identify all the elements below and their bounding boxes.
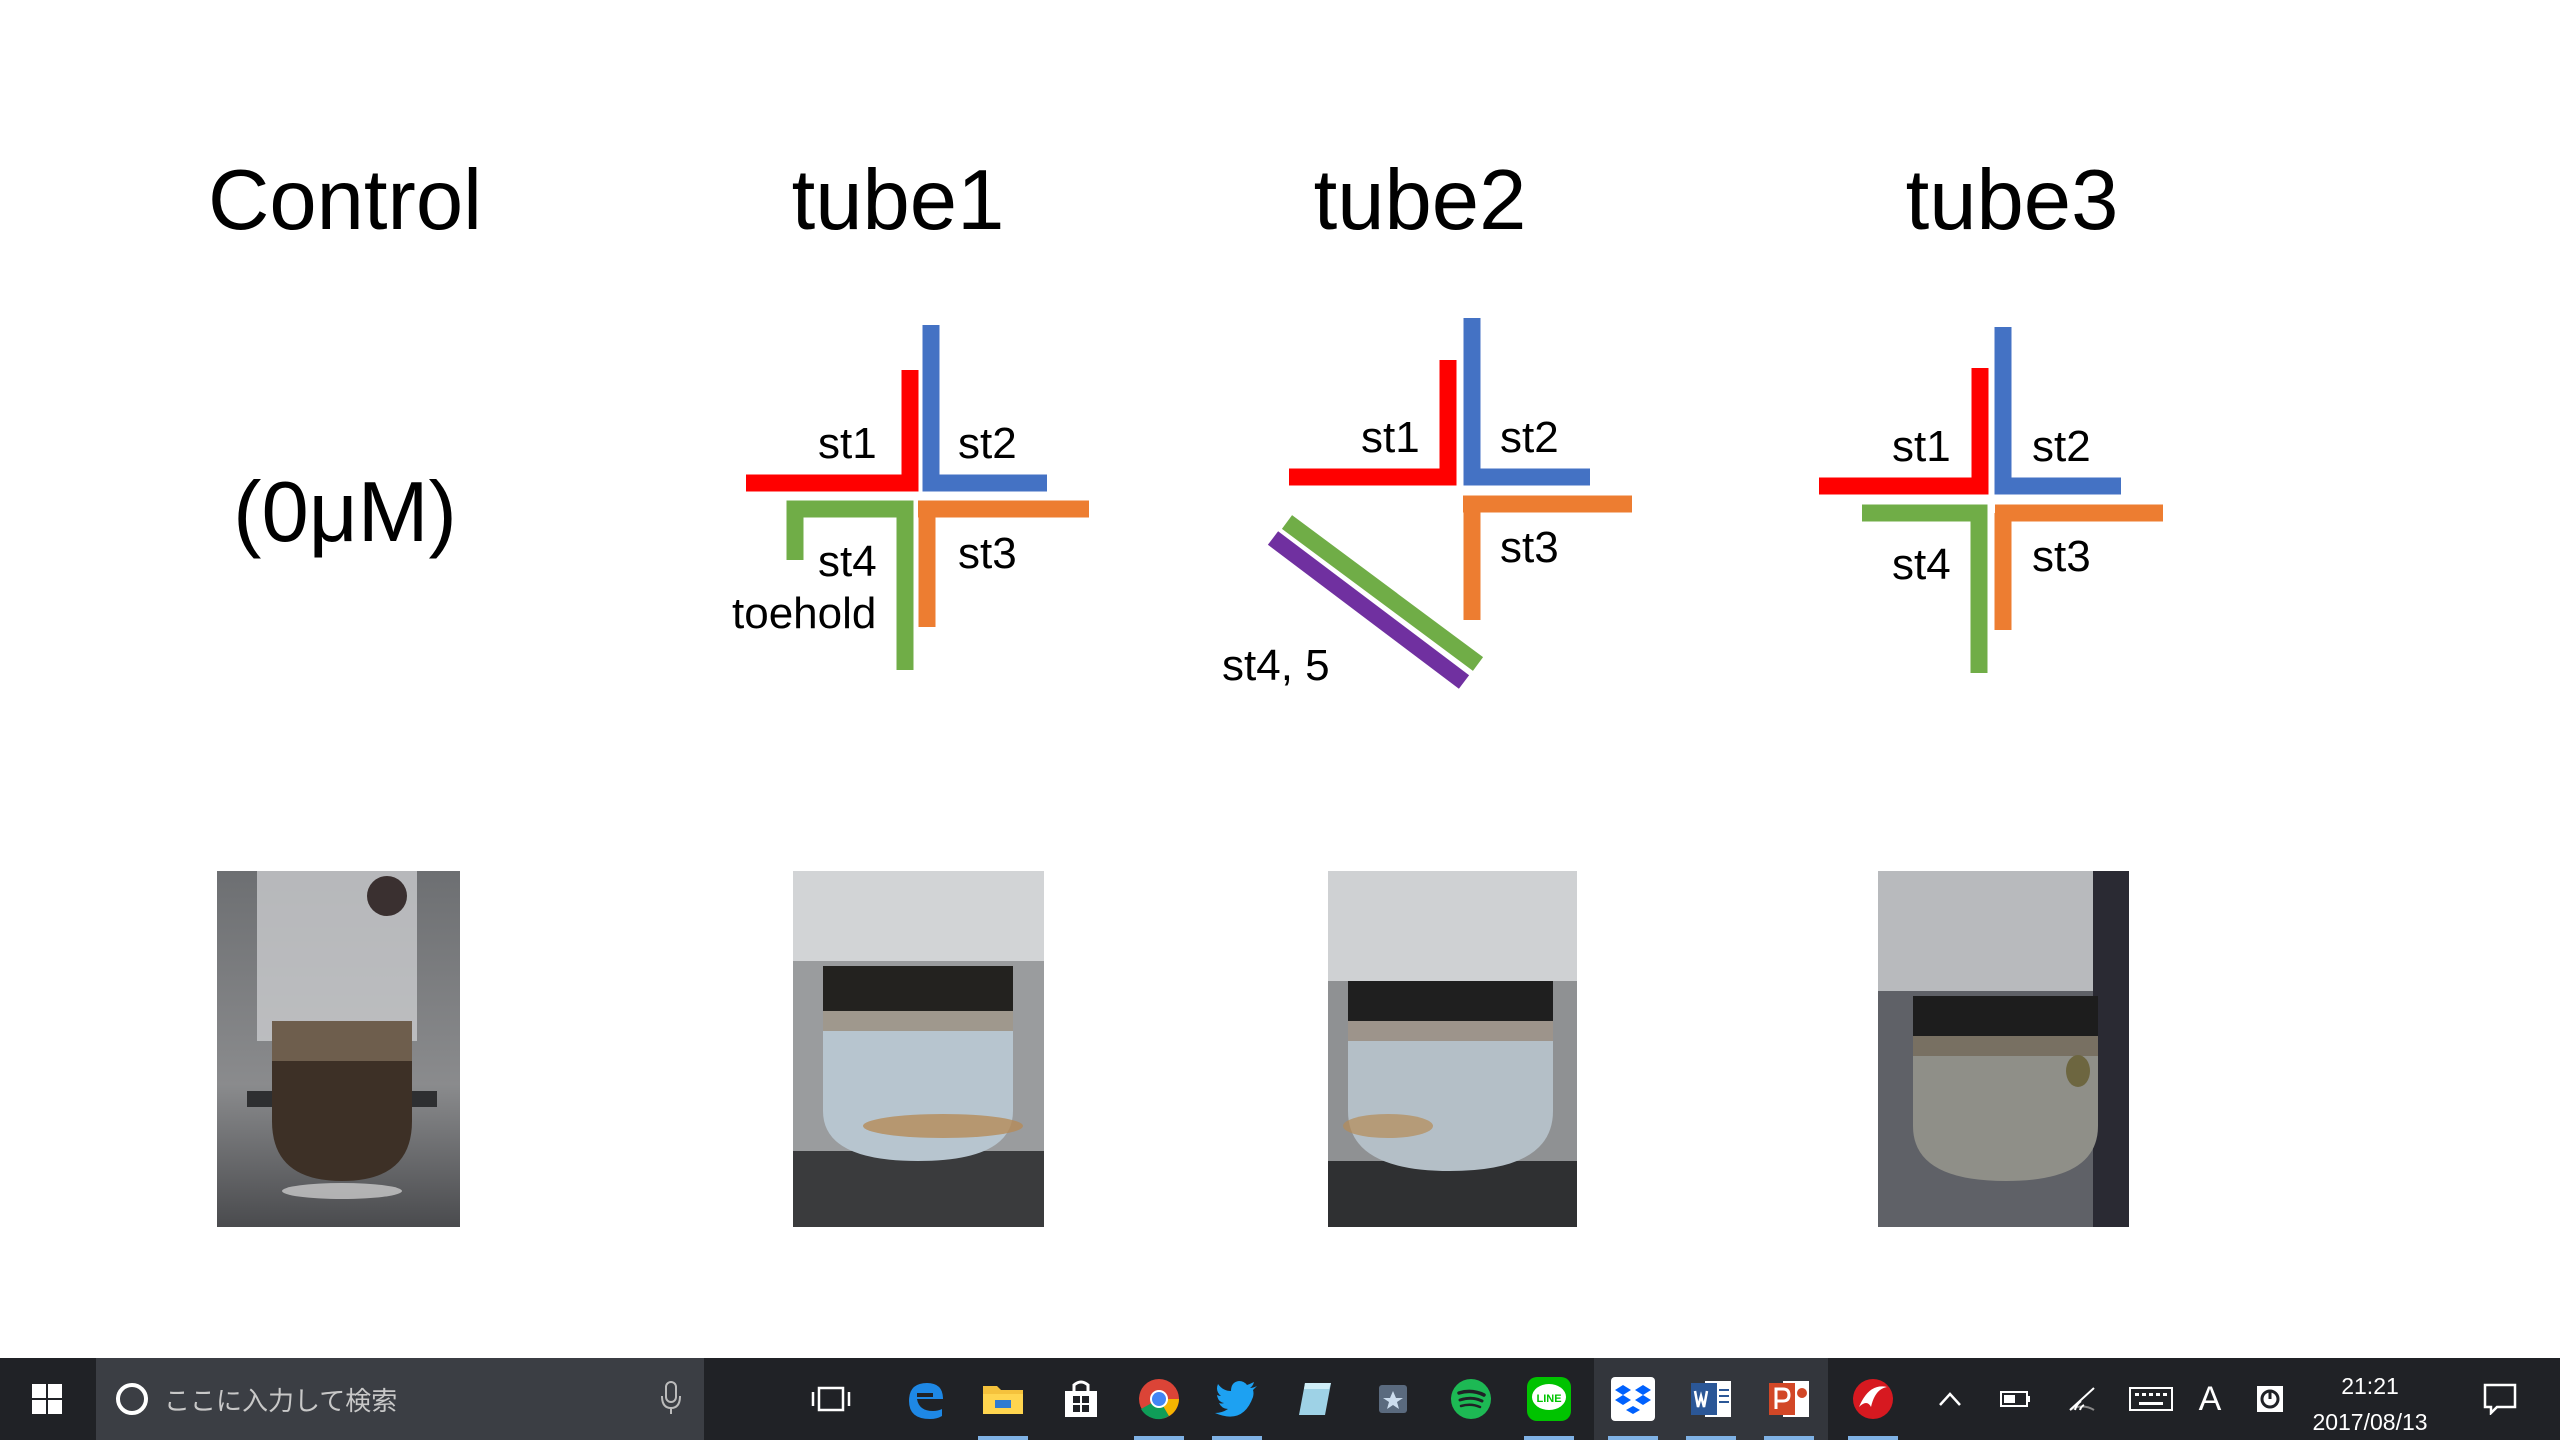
touch-keyboard-button[interactable] xyxy=(2124,1358,2178,1440)
tube1-st4-label: st4 xyxy=(818,537,877,586)
tube2-diagram: st1 st2 st3 st4, 5 xyxy=(1222,318,1632,690)
tube3-st2-strand xyxy=(1994,327,2121,495)
taskbar-app-photos[interactable] xyxy=(1354,1358,1432,1440)
tube2-st45-label: st4, 5 xyxy=(1222,641,1330,690)
microphone-icon[interactable] xyxy=(660,1380,682,1416)
photos-icon xyxy=(1379,1385,1407,1413)
taskbar-app-file-explorer[interactable] xyxy=(964,1358,1042,1440)
chevron-up-icon xyxy=(1939,1392,1961,1406)
taskbar-app-dropbox[interactable] xyxy=(1594,1358,1672,1440)
trend-micro-icon xyxy=(1853,1379,1893,1419)
title-tube1: tube1 xyxy=(791,153,1005,248)
tube2-st1-strand xyxy=(1289,360,1457,486)
app-tray-icon xyxy=(2257,1386,2283,1412)
taskbar-app-line[interactable]: LINE xyxy=(1510,1358,1588,1440)
ime-mode-indicator[interactable]: A xyxy=(2198,1379,2222,1418)
tube3-diagram: st1 st2 st3 st4 xyxy=(1819,327,2163,673)
battery-icon xyxy=(2000,1391,2030,1407)
taskbar: ここに入力して検索 xyxy=(0,1358,2560,1440)
strand-diagrams: st1 st2 st3 st4 toehold st1 st2 st3 st4,… xyxy=(732,318,2163,690)
taskbar-app-edge[interactable] xyxy=(886,1358,964,1440)
search-placeholder: ここに入力して検索 xyxy=(164,1385,398,1416)
task-view-button[interactable] xyxy=(792,1358,870,1440)
taskbar-app-store[interactable] xyxy=(1042,1358,1120,1440)
svg-text:LINE: LINE xyxy=(1536,1393,1561,1405)
windows-icon xyxy=(32,1384,62,1414)
tube2-st4-strand xyxy=(1281,515,1484,671)
network-button[interactable] xyxy=(2060,1358,2104,1440)
taskbar-app-powerpoint[interactable] xyxy=(1750,1358,1828,1440)
taskbar-app-notes[interactable] xyxy=(1276,1358,1354,1440)
tube3-st2-label: st2 xyxy=(2032,422,2091,471)
tube1-st1-label: st1 xyxy=(818,419,877,468)
taskbar-app-twitter[interactable] xyxy=(1198,1358,1276,1440)
tube1-toehold-label: toehold xyxy=(732,589,876,638)
tube1-st1-strand xyxy=(746,370,919,492)
clock-time: 21:21 xyxy=(2341,1373,2399,1399)
tube3-st4-strand xyxy=(1862,504,1988,673)
photo-tube2 xyxy=(1328,871,1577,1227)
folder-icon xyxy=(983,1386,1023,1414)
cortana-icon xyxy=(116,1383,148,1415)
tube2-st5-strand xyxy=(1267,531,1470,689)
chrome-icon xyxy=(1139,1379,1179,1420)
search-box[interactable]: ここに入力して検索 xyxy=(96,1358,704,1440)
action-center-button[interactable] xyxy=(2470,1358,2530,1440)
clock[interactable]: 21:21 2017/08/13 xyxy=(2300,1368,2440,1440)
control-concentration: (0μM) xyxy=(233,465,457,560)
tube1-st2-strand xyxy=(922,325,1047,492)
store-icon xyxy=(1065,1380,1097,1417)
taskbar-app-trend-micro[interactable] xyxy=(1834,1358,1912,1440)
battery-button[interactable] xyxy=(1994,1358,2038,1440)
spotify-icon xyxy=(1451,1379,1491,1419)
photo-control xyxy=(217,871,460,1227)
clock-app-button[interactable] xyxy=(2250,1358,2290,1440)
keyboard-icon xyxy=(2129,1387,2173,1411)
tube2-st2-label: st2 xyxy=(1500,413,1559,462)
notes-icon xyxy=(1299,1383,1331,1415)
show-hidden-icons-button[interactable] xyxy=(1930,1358,1970,1440)
tube2-st2-strand xyxy=(1463,318,1590,486)
title-control: Control xyxy=(207,153,483,248)
tube1-st3-label: st3 xyxy=(958,529,1017,578)
tube1-st4-strand xyxy=(786,500,914,670)
tube3-st1-label: st1 xyxy=(1892,422,1951,471)
tube1-st2-label: st2 xyxy=(958,419,1017,468)
title-tube2: tube2 xyxy=(1313,153,1527,248)
tube1-diagram: st1 st2 st3 st4 toehold xyxy=(732,325,1089,670)
taskbar-app-spotify[interactable] xyxy=(1432,1358,1510,1440)
photo-tube1 xyxy=(793,871,1044,1227)
start-button[interactable] xyxy=(0,1358,94,1440)
word-icon xyxy=(1691,1381,1731,1417)
tube3-st3-label: st3 xyxy=(2032,532,2091,581)
title-tube3: tube3 xyxy=(1905,153,2119,248)
powerpoint-icon xyxy=(1769,1381,1809,1417)
tube3-st1-strand xyxy=(1819,368,1989,495)
edge-icon xyxy=(909,1383,943,1419)
tube2-st1-label: st1 xyxy=(1361,413,1420,462)
tube2-st3-label: st3 xyxy=(1500,523,1559,572)
taskbar-app-word[interactable] xyxy=(1672,1358,1750,1440)
twitter-icon xyxy=(1215,1381,1257,1417)
clock-date: 2017/08/13 xyxy=(2312,1409,2428,1435)
photo-tube3 xyxy=(1878,871,2129,1227)
dropbox-icon xyxy=(1611,1377,1655,1421)
notification-icon xyxy=(2483,1383,2517,1415)
taskbar-app-chrome[interactable] xyxy=(1120,1358,1198,1440)
line-icon: LINE xyxy=(1527,1377,1571,1421)
slide: Control tube1 tube2 tube3 (0μM) st1 st2 … xyxy=(207,153,2163,1227)
wifi-icon xyxy=(2069,1387,2095,1411)
task-view-icon xyxy=(811,1386,851,1412)
tube3-st4-label: st4 xyxy=(1892,540,1951,589)
